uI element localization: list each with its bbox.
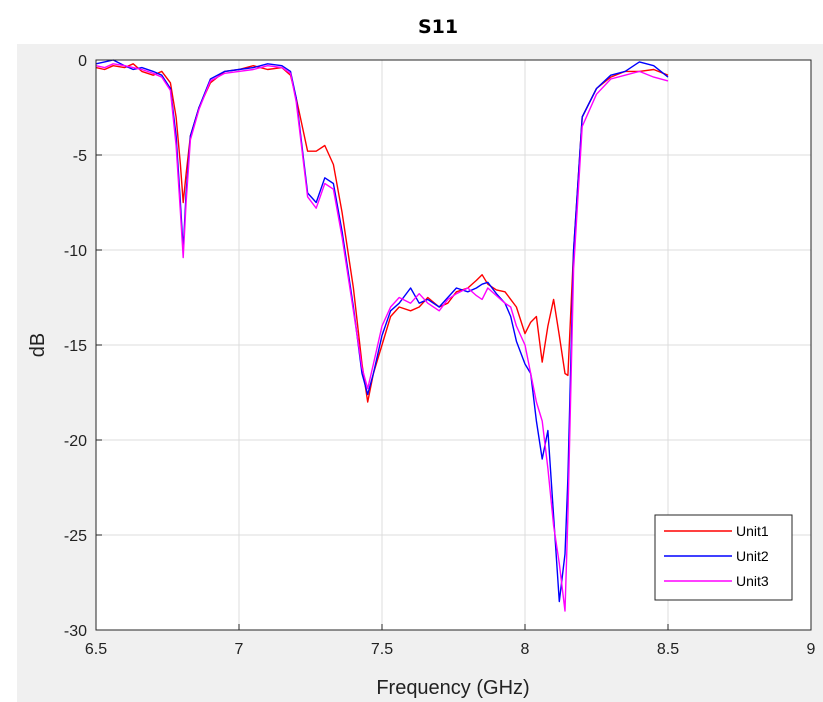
x-tick-label: 6.5 xyxy=(85,641,107,658)
legend-label-unit2: Unit2 xyxy=(736,548,769,564)
y-tick-label: 0 xyxy=(78,53,87,70)
y-tick-label: -5 xyxy=(73,148,87,165)
x-tick-label: 7.5 xyxy=(371,641,393,658)
legend: Unit1 Unit2 Unit3 xyxy=(654,514,793,601)
legend-box xyxy=(654,514,793,601)
y-tick-label: -25 xyxy=(64,528,87,545)
y-tick-label: -10 xyxy=(64,243,87,260)
y-tick-label: -20 xyxy=(64,433,87,450)
chart-title: S11 xyxy=(418,16,458,38)
series-layer xyxy=(95,59,669,612)
x-tick-label: 8 xyxy=(521,641,530,658)
y-axis-label: dB xyxy=(27,333,49,357)
y-axis-ticks: 0 -5 -10 -15 -20 -25 -30 xyxy=(64,53,102,640)
y-tick-label: -30 xyxy=(64,623,87,640)
x-tick-label: 7 xyxy=(235,641,244,658)
series-line-unit1 xyxy=(95,63,669,403)
x-tick-label: 8.5 xyxy=(657,641,679,658)
x-tick-label: 9 xyxy=(807,641,816,658)
x-axis-label: Frequency (GHz) xyxy=(376,677,529,699)
legend-label-unit1: Unit1 xyxy=(736,523,769,539)
series-line-unit3 xyxy=(95,63,669,612)
y-tick-label: -15 xyxy=(64,338,87,355)
legend-label-unit3: Unit3 xyxy=(736,573,769,589)
x-axis-ticks: 6.5 7 7.5 8 8.5 9 xyxy=(85,624,816,658)
